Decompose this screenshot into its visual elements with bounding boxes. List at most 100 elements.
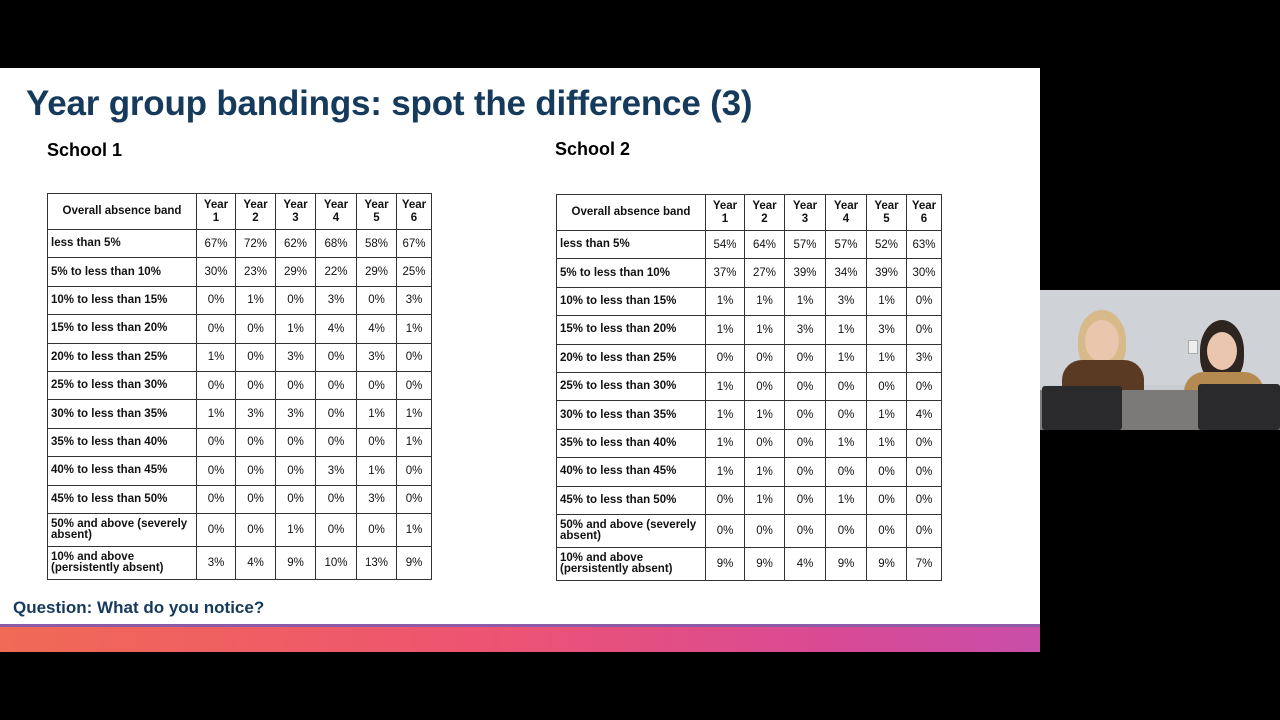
percentage-cell: 72% xyxy=(235,228,276,259)
table-row: 20% to less than 25% 1% 0% 3% 0% 3% 0% xyxy=(47,342,432,372)
discussion-question: Question: What do you notice? xyxy=(13,598,265,617)
percentage-cell: 0% xyxy=(906,315,942,345)
percentage-cell: 57% xyxy=(784,229,826,260)
percentage-cell: 0% xyxy=(275,427,316,458)
table-row: 50% and above (severely absent) 0% 0% 1% 0% 0… xyxy=(47,512,432,547)
percentage-cell: 22% xyxy=(315,257,357,287)
year-6-column-header: Year 6 xyxy=(396,193,432,230)
percentage-cell: 0% xyxy=(275,370,316,401)
percentage-cell: 0% xyxy=(866,371,907,402)
percentage-cell: 25% xyxy=(396,257,432,287)
percentage-cell: 0% xyxy=(396,370,432,401)
table-row: 5% to less than 10% 30% 23% 29% 22% 29% 25% xyxy=(47,257,432,287)
band-label: 40% to less than 45% xyxy=(47,456,197,486)
percentage-cell: 0% xyxy=(275,484,316,514)
percentage-cell: 1% xyxy=(196,399,236,429)
percentage-cell: 0% xyxy=(906,513,942,548)
band-label: less than 5% xyxy=(556,229,706,260)
percentage-cell: 52% xyxy=(866,229,907,260)
percentage-cell: 0% xyxy=(235,484,276,514)
percentage-cell: 3% xyxy=(825,286,867,317)
percentage-cell: 0% xyxy=(356,427,397,458)
percentage-cell: 1% xyxy=(866,343,907,373)
band-label: 30% to less than 35% xyxy=(47,399,197,429)
percentage-cell: 4% xyxy=(356,314,397,344)
year-5-column-header: Year 5 xyxy=(356,193,397,230)
year-4-column-header: Year 4 xyxy=(825,194,867,231)
percentage-cell: 1% xyxy=(744,286,785,317)
presentation-slide: Year group bandings: spot the difference… xyxy=(0,68,1040,652)
table-row: 30% to less than 35% 1% 1% 0% 0% 1% 4% xyxy=(556,400,942,430)
band-label: 5% to less than 10% xyxy=(556,258,706,288)
table-row: 45% to less than 50% 0% 1% 0% 1% 0% 0% xyxy=(556,485,942,515)
percentage-cell: 1% xyxy=(356,456,397,486)
percentage-cell: 0% xyxy=(744,513,785,548)
percentage-cell: 1% xyxy=(744,315,785,345)
percentage-cell: 37% xyxy=(705,258,745,288)
band-label: 10% to less than 15% xyxy=(47,285,197,316)
percentage-cell: 0% xyxy=(784,485,826,515)
percentage-cell: 1% xyxy=(275,512,316,547)
percentage-cell: 0% xyxy=(744,428,785,459)
year-4-column-header: Year 4 xyxy=(315,193,357,230)
percentage-cell: 0% xyxy=(196,285,236,316)
percentage-cell: 1% xyxy=(866,428,907,459)
percentage-cell: 1% xyxy=(396,512,432,547)
percentage-cell: 3% xyxy=(275,342,316,372)
percentage-cell: 3% xyxy=(196,545,236,580)
percentage-cell: 0% xyxy=(906,428,942,459)
table-row: 40% to less than 45% 1% 1% 0% 0% 0% 0% xyxy=(556,457,942,487)
percentage-cell: 1% xyxy=(396,314,432,344)
percentage-cell: 0% xyxy=(784,457,826,487)
table-row: 25% to less than 30% 1% 0% 0% 0% 0% 0% xyxy=(556,371,942,402)
percentage-cell: 0% xyxy=(315,427,357,458)
percentage-cell: 1% xyxy=(705,400,745,430)
band-column-header: Overall absence band xyxy=(556,194,706,231)
percentage-cell: 0% xyxy=(705,513,745,548)
percentage-cell: 0% xyxy=(315,512,357,547)
percentage-cell: 0% xyxy=(235,314,276,344)
table-row: 10% to less than 15% 0% 1% 0% 3% 0% 3% xyxy=(47,285,432,316)
percentage-cell: 1% xyxy=(356,399,397,429)
year-6-column-header: Year 6 xyxy=(906,194,942,231)
percentage-cell: 0% xyxy=(196,484,236,514)
percentage-cell: 0% xyxy=(866,457,907,487)
laptop-right xyxy=(1198,384,1280,430)
percentage-cell: 9% xyxy=(396,545,432,580)
percentage-cell: 34% xyxy=(825,258,867,288)
percentage-cell: 3% xyxy=(866,315,907,345)
percentage-cell: 10% xyxy=(315,545,357,580)
percentage-cell: 1% xyxy=(825,315,867,345)
percentage-cell: 3% xyxy=(356,484,397,514)
school-1-label: School 1 xyxy=(47,140,123,160)
wall-socket xyxy=(1188,340,1198,354)
percentage-cell: 0% xyxy=(315,370,357,401)
percentage-cell: 30% xyxy=(906,258,942,288)
percentage-cell: 0% xyxy=(784,513,826,548)
percentage-cell: 0% xyxy=(196,427,236,458)
band-label: 15% to less than 20% xyxy=(47,314,197,344)
footer-accent-line xyxy=(0,624,1040,627)
percentage-cell: 54% xyxy=(705,229,745,260)
percentage-cell: 1% xyxy=(705,457,745,487)
percentage-cell: 0% xyxy=(315,399,357,429)
table-row: less than 5% 67% 72% 62% 68% 58% 67% xyxy=(47,228,432,259)
band-label: 25% to less than 30% xyxy=(556,371,706,402)
percentage-cell: 0% xyxy=(315,342,357,372)
band-label: 45% to less than 50% xyxy=(556,485,706,515)
percentage-cell: 0% xyxy=(784,428,826,459)
table-row: 35% to less than 40% 1% 0% 0% 1% 1% 0% xyxy=(556,428,942,459)
percentage-cell: 0% xyxy=(196,456,236,486)
percentage-cell: 67% xyxy=(396,228,432,259)
school-1-absence-table: Overall absence band Year 1 Year 2 Year 3 Ye… xyxy=(47,193,432,580)
band-label: 5% to less than 10% xyxy=(47,257,197,287)
percentage-cell: 0% xyxy=(784,400,826,430)
percentage-cell: 3% xyxy=(396,285,432,316)
percentage-cell: 39% xyxy=(866,258,907,288)
percentage-cell: 0% xyxy=(744,343,785,373)
percentage-cell: 4% xyxy=(315,314,357,344)
percentage-cell: 0% xyxy=(315,484,357,514)
percentage-cell: 1% xyxy=(825,485,867,515)
percentage-cell: 1% xyxy=(705,315,745,345)
percentage-cell: 9% xyxy=(705,546,745,581)
